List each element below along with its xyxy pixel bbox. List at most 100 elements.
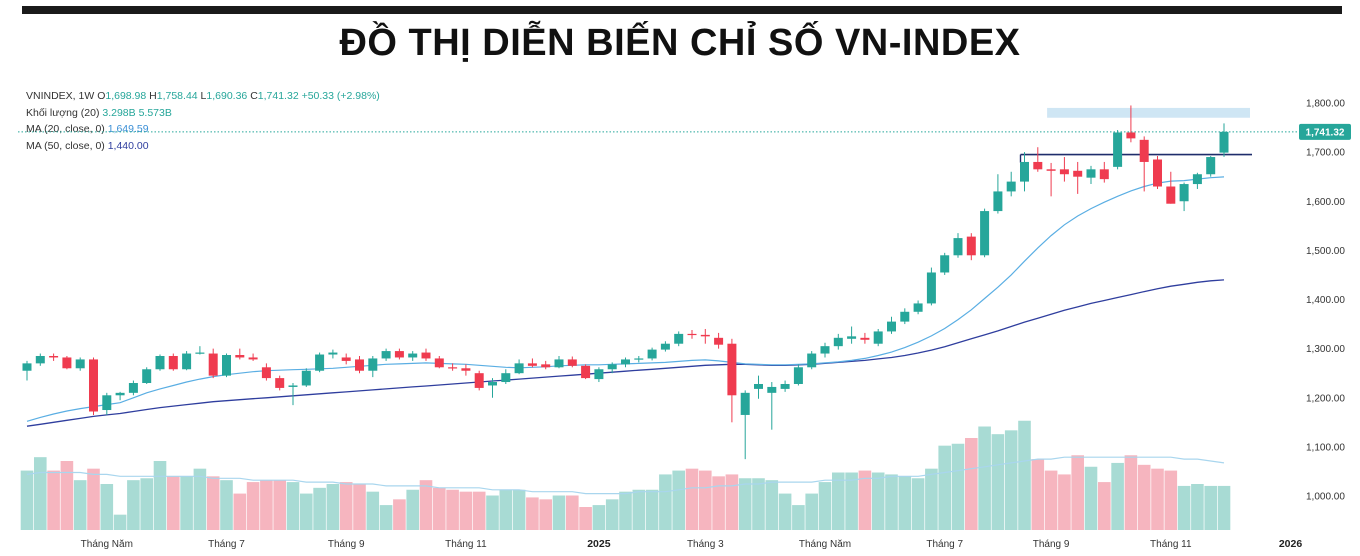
volume-bar xyxy=(566,495,579,530)
volume-bar xyxy=(552,495,566,530)
candle-body xyxy=(434,358,444,368)
volume-bar xyxy=(419,480,433,530)
volume-bar xyxy=(818,482,832,530)
candle-body xyxy=(142,369,152,384)
candle-body xyxy=(541,364,551,368)
candle xyxy=(1086,165,1096,185)
candle xyxy=(926,267,936,306)
candle xyxy=(767,382,777,430)
candle-body xyxy=(727,343,737,396)
candle xyxy=(275,375,285,391)
last-price-badge-text: 1,741.32 xyxy=(1306,127,1345,138)
candle-body xyxy=(953,238,963,256)
volume-bar xyxy=(1151,468,1164,530)
volume-bar xyxy=(752,478,765,530)
candle-body xyxy=(807,353,817,368)
volume-bar xyxy=(1004,430,1018,530)
candle-body xyxy=(182,353,192,370)
candle xyxy=(434,355,444,369)
ma50-label: MA (50, close, 0) xyxy=(26,139,105,152)
candle-body xyxy=(873,331,883,344)
y-tick-label: 1,800.00 xyxy=(1306,99,1345,110)
candle xyxy=(1166,171,1176,204)
candle-body xyxy=(62,357,72,369)
candle xyxy=(195,346,205,355)
y-tick-label: 1,200.00 xyxy=(1306,393,1345,404)
candle-body xyxy=(168,355,178,370)
candle xyxy=(527,358,537,368)
candle-body xyxy=(660,343,670,350)
candle xyxy=(421,348,431,361)
candle-body xyxy=(887,321,896,332)
volume-bar xyxy=(526,497,539,530)
candle-body xyxy=(248,357,258,360)
ma20-line xyxy=(26,176,1225,422)
candle xyxy=(35,353,45,366)
volume-bar xyxy=(938,445,951,530)
volume-bar xyxy=(579,507,592,530)
candle xyxy=(1099,161,1109,183)
candle xyxy=(1006,171,1016,197)
volume-bar xyxy=(1058,474,1071,530)
candle xyxy=(833,333,843,350)
candle xyxy=(355,355,364,374)
x-tick-label: Tháng Năm xyxy=(81,539,133,550)
candle-body xyxy=(913,303,923,312)
volume-bar xyxy=(300,493,313,530)
candle xyxy=(1206,156,1216,177)
candle-body xyxy=(1113,132,1123,167)
candle xyxy=(714,332,724,349)
candle xyxy=(980,208,990,258)
symbol-label: VNINDEX, 1W xyxy=(26,90,95,102)
candle xyxy=(341,353,351,365)
candle-body xyxy=(1059,169,1069,175)
candle xyxy=(1139,136,1149,192)
low-value: 1,690.36 xyxy=(206,90,248,102)
candle-body xyxy=(980,211,990,256)
candle xyxy=(222,353,231,378)
volume-bar xyxy=(273,480,286,530)
volume-bar xyxy=(832,472,845,530)
candle-body xyxy=(1033,161,1043,170)
volume-bar xyxy=(792,505,805,530)
change-value: +50.33 (+2.98%) xyxy=(301,90,380,102)
candle xyxy=(168,353,178,371)
volume-bar xyxy=(1177,485,1191,530)
candle-body xyxy=(847,336,857,339)
candle-body xyxy=(674,333,684,344)
volume-bar xyxy=(685,468,699,530)
candle-body xyxy=(780,383,790,389)
candle xyxy=(102,392,112,415)
candle xyxy=(1020,152,1029,192)
volume-bar xyxy=(738,478,752,530)
volume-bar xyxy=(113,514,127,530)
volume-bar xyxy=(885,474,898,530)
volume-bar xyxy=(725,474,739,530)
volume-bar xyxy=(1044,470,1058,530)
candle xyxy=(474,370,484,391)
high-label: H xyxy=(149,90,157,102)
volume-bar xyxy=(313,487,326,530)
candle xyxy=(780,380,790,392)
candle xyxy=(488,378,497,398)
candle xyxy=(1179,182,1189,212)
candle-body xyxy=(1192,174,1202,185)
ma50-line xyxy=(26,279,1225,427)
candle xyxy=(328,349,338,359)
volume-bar xyxy=(1111,462,1124,530)
volume-bar xyxy=(47,470,60,530)
candle-body xyxy=(394,351,404,358)
x-tick-label: Tháng 11 xyxy=(445,539,487,550)
candle-body xyxy=(75,359,85,369)
candle xyxy=(993,174,1003,214)
volume-bar xyxy=(220,480,233,530)
candle-body xyxy=(501,373,511,383)
candle-body xyxy=(235,355,245,358)
candle xyxy=(208,348,218,379)
open-value: 1,698.98 xyxy=(105,90,147,102)
candle xyxy=(155,354,165,371)
candle-body xyxy=(1139,139,1149,162)
candle xyxy=(807,351,817,370)
candle-body xyxy=(647,349,657,359)
